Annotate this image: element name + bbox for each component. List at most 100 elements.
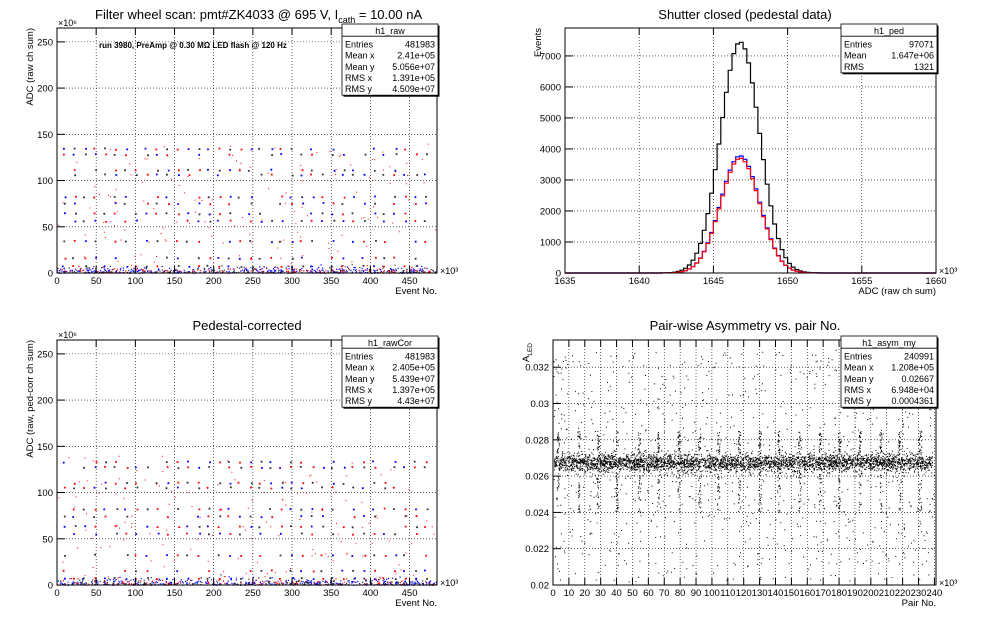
chart-title-main: Pedestal-corrected [192,318,301,333]
y-axis-label: ALED [521,343,534,362]
y-tick-label: 100 [37,488,53,499]
x-tick-label: 150 [167,276,183,287]
stats-row-label: RMS y [345,84,373,94]
stats-row-value: 6.948e+04 [891,385,934,395]
stats-row-value: 481983 [405,351,435,361]
stats-row-label: RMS y [345,396,373,406]
stats-box-name: h1_asym_my [862,338,916,348]
x-tick-label: 200 [206,276,222,287]
stats-row-value: 1.391e+05 [392,73,435,83]
x-tick-label: 40 [611,588,622,599]
y-tick-labels: 0 50 100 150 200 250 [37,37,53,279]
y-tick-label: 0 [556,269,561,280]
x-tick-labels: 0 10 20 30 40 50 60 70 80 90 100 110 120 130 140 150 160… [550,588,942,599]
stats-row-label: Mean y [844,374,874,384]
axis-ticks [56,340,411,586]
grid-lines [57,28,437,273]
x-tick-label: 150 [167,588,183,599]
x-tick-label: 130 [752,588,768,599]
stats-row-label: Mean x [345,51,375,61]
y-tick-label: 0 [48,581,53,592]
y-tick-label: 3000 [540,175,561,186]
stats-box-name: h1_rawCor [368,338,412,348]
x-tick-label: 300 [284,276,300,287]
x-axis-label: ADC (raw ch sum) [858,286,936,297]
chart-title: Pedestal-corrected [192,318,301,333]
y-axis-label-main: Events [533,28,544,57]
stats-row-label: Entries [844,351,873,361]
stats-row-value: 2.41e+05 [397,51,435,61]
y-tick-label: 2000 [540,206,561,217]
y-tick-label: 5000 [540,113,561,124]
x-axis-exponent: ×10³ [440,578,458,588]
y-tick-label: 0.02 [531,581,550,592]
y-axis-label-subscript: LED [527,343,534,356]
chart-asym: Pair-wise Asymmetry vs. pair No. 0 10 20 30 4… [521,318,957,609]
chart-title-main: Shutter closed (pedestal data) [658,7,831,22]
x-tick-label: 350 [323,276,339,287]
y-tick-label: 7000 [540,51,561,62]
x-tick-label: 190 [847,588,863,599]
y-tick-label: 0.024 [525,508,549,519]
x-axis-exponent: ×10³ [939,266,957,276]
x-tick-labels: 0 50 100 150 200 250 300 350 400 450 [54,276,417,287]
data-marks [553,349,936,583]
stats-row-value: 1.647e+06 [891,51,934,61]
stats-row-label: RMS [844,62,864,72]
x-tick-label: 160 [799,588,815,599]
x-tick-label: 10 [564,588,575,599]
x-tick-label: 450 [402,588,418,599]
stats-row-value: 4.43e+07 [397,396,435,406]
x-tick-label: 220 [895,588,911,599]
chart-title: Filter wheel scan: pmt#ZK4033 @ 695 V, I… [95,7,422,25]
stats-row-value: 97071 [909,39,934,49]
x-tick-labels: 1635 1640 1645 1650 1655 1660 [554,276,946,287]
x-tick-label: 200 [863,588,879,599]
stats-row-value: 1321 [914,62,934,72]
x-axis-label: Pair No. [902,598,936,609]
chart-title-subscript: cath [338,15,355,25]
y-tick-label: 200 [37,84,53,95]
x-axis-label: Event No. [395,598,437,609]
x-tick-label: 170 [815,588,831,599]
y-tick-label: 0.03 [531,399,550,410]
stats-row-label: Mean [844,51,867,61]
y-tick-label: 4000 [540,144,561,155]
chart-raw: Filter wheel scan: pmt#ZK4033 @ 695 V, I… [25,7,458,297]
grid-lines [553,340,936,585]
x-tick-label: 50 [91,588,102,599]
y-tick-label: 50 [42,534,53,545]
x-tick-label: 1645 [703,276,724,287]
y-tick-label: 250 [37,37,53,48]
stats-row-value: 5.439e+07 [392,374,435,384]
chart-title-main: Pair-wise Asymmetry vs. pair No. [650,318,841,333]
stats-row-value: 2.405e+05 [392,363,435,373]
chart-rawCor: Pedestal-corrected 0 50 100 150 200 250 300 350 4… [25,318,458,609]
chart-title: Shutter closed (pedestal data) [658,7,831,22]
y-axis-label: ADC (raw ch sum) [25,28,36,106]
y-axis-exponent: ×10⁶ [58,18,77,28]
y-tick-label: 1000 [540,237,561,248]
x-tick-label: 250 [245,588,261,599]
x-tick-label: 100 [127,276,143,287]
stats-box-name: h1_ped [874,26,904,36]
stats-row-label: Mean x [345,363,375,373]
grid-lines [57,340,437,585]
stats-row-label: RMS y [844,396,872,406]
x-tick-label: 240 [926,588,942,599]
stats-row-value: 0.02667 [901,374,934,384]
stats-box-name: h1_raw [375,26,405,36]
y-tick-label: 50 [42,222,53,233]
x-tick-label: 1660 [925,276,946,287]
y-tick-label: 0.026 [525,472,549,483]
chart-annotation: run 3980, PreAmp @ 0.30 MΩ LED flash @ 1… [99,41,287,50]
y-tick-labels: 0 50 100 150 200 250 [37,349,53,591]
stats-box: h1_asym_my Entries 240991 Mean x 1.208e+05 Me… [840,335,939,409]
y-tick-label: 100 [37,176,53,187]
y-tick-label: 0.022 [525,544,549,555]
x-tick-label: 30 [595,588,606,599]
x-tick-labels: 0 50 100 150 200 250 300 350 400 450 [54,588,417,599]
stats-row-label: Mean x [844,363,874,373]
